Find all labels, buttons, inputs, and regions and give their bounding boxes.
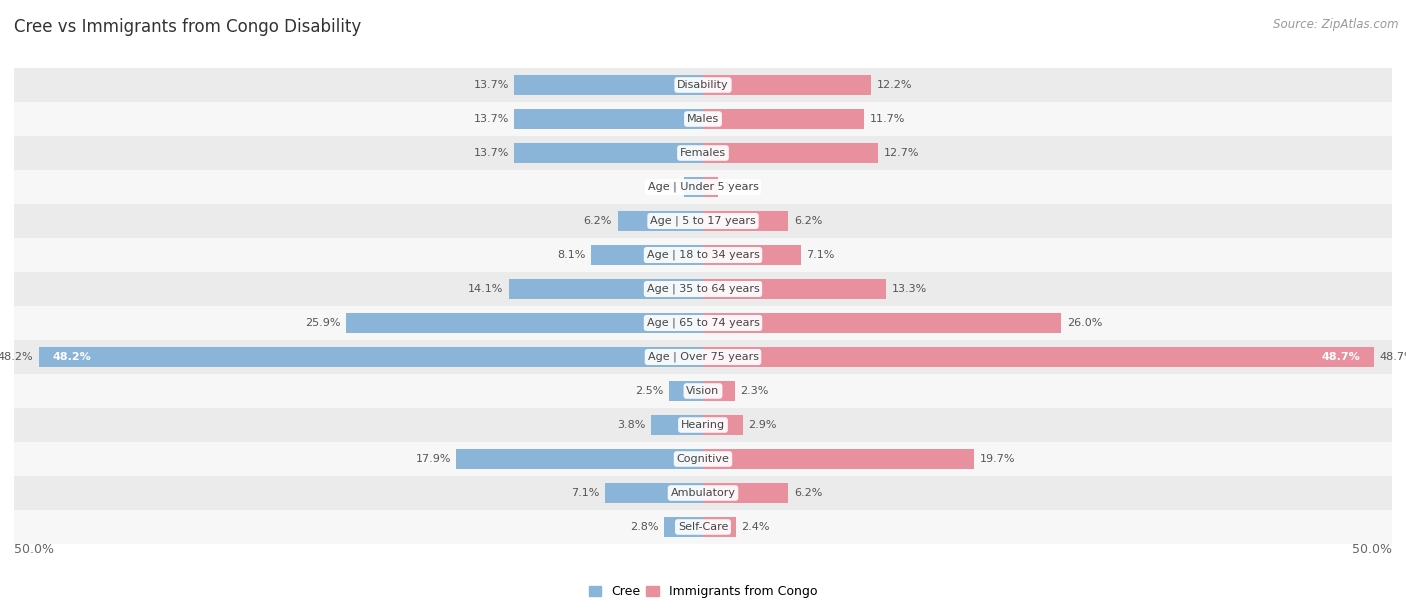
Text: 48.2%: 48.2% — [0, 352, 34, 362]
Text: Source: ZipAtlas.com: Source: ZipAtlas.com — [1274, 18, 1399, 31]
Bar — [703, 75, 872, 95]
Bar — [703, 381, 735, 401]
Bar — [703, 279, 886, 299]
Text: 7.1%: 7.1% — [571, 488, 599, 498]
Text: 17.9%: 17.9% — [415, 454, 451, 464]
Text: Cree vs Immigrants from Congo Disability: Cree vs Immigrants from Congo Disability — [14, 18, 361, 36]
Text: Age | 5 to 17 years: Age | 5 to 17 years — [650, 216, 756, 226]
Bar — [605, 483, 703, 503]
Text: 7.1%: 7.1% — [807, 250, 835, 260]
Text: 48.2%: 48.2% — [52, 352, 91, 362]
Text: 26.0%: 26.0% — [1067, 318, 1102, 328]
Bar — [515, 75, 703, 95]
Text: 8.1%: 8.1% — [558, 250, 586, 260]
Text: 2.5%: 2.5% — [634, 386, 664, 396]
Bar — [515, 109, 703, 129]
Bar — [14, 510, 1392, 544]
Text: 6.2%: 6.2% — [583, 216, 612, 226]
Text: 19.7%: 19.7% — [980, 454, 1015, 464]
Bar — [14, 68, 1392, 102]
Text: Cognitive: Cognitive — [676, 454, 730, 464]
Text: Age | 65 to 74 years: Age | 65 to 74 years — [647, 318, 759, 328]
Bar — [703, 313, 1062, 333]
Text: Ambulatory: Ambulatory — [671, 488, 735, 498]
Bar — [669, 381, 703, 401]
Text: 2.9%: 2.9% — [748, 420, 778, 430]
Bar — [592, 245, 703, 265]
Bar — [509, 279, 703, 299]
Bar — [703, 109, 865, 129]
Text: 13.7%: 13.7% — [474, 114, 509, 124]
Bar — [14, 102, 1392, 136]
Text: 2.3%: 2.3% — [740, 386, 769, 396]
Text: Age | Under 5 years: Age | Under 5 years — [648, 182, 758, 192]
Text: 13.7%: 13.7% — [474, 148, 509, 158]
Text: 2.8%: 2.8% — [630, 522, 659, 532]
Text: Hearing: Hearing — [681, 420, 725, 430]
Text: Males: Males — [688, 114, 718, 124]
Bar — [703, 449, 974, 469]
Bar — [703, 347, 1374, 367]
Text: 48.7%: 48.7% — [1322, 352, 1360, 362]
Text: 6.2%: 6.2% — [794, 216, 823, 226]
Text: 2.4%: 2.4% — [741, 522, 770, 532]
Bar — [703, 415, 742, 435]
Bar — [14, 136, 1392, 170]
Text: Age | 18 to 34 years: Age | 18 to 34 years — [647, 250, 759, 260]
Text: Age | 35 to 64 years: Age | 35 to 64 years — [647, 284, 759, 294]
Bar — [515, 143, 703, 163]
Bar — [703, 517, 737, 537]
Bar — [703, 177, 718, 197]
Text: 50.0%: 50.0% — [14, 543, 53, 556]
Bar — [14, 170, 1392, 204]
Bar — [703, 245, 801, 265]
Text: 3.8%: 3.8% — [617, 420, 645, 430]
Bar — [14, 374, 1392, 408]
Bar — [457, 449, 703, 469]
Bar — [14, 306, 1392, 340]
Text: 13.7%: 13.7% — [474, 80, 509, 90]
Bar — [39, 347, 703, 367]
Text: Disability: Disability — [678, 80, 728, 90]
Text: Vision: Vision — [686, 386, 720, 396]
Bar — [14, 408, 1392, 442]
Bar — [703, 143, 877, 163]
Bar — [617, 211, 703, 231]
Bar — [703, 483, 789, 503]
Text: 48.7%: 48.7% — [1379, 352, 1406, 362]
Legend: Cree, Immigrants from Congo: Cree, Immigrants from Congo — [583, 580, 823, 603]
Bar — [14, 272, 1392, 306]
Bar — [683, 177, 703, 197]
Bar — [14, 476, 1392, 510]
Text: 11.7%: 11.7% — [870, 114, 905, 124]
Bar — [14, 442, 1392, 476]
Text: 25.9%: 25.9% — [305, 318, 340, 328]
Text: Females: Females — [681, 148, 725, 158]
Text: 12.2%: 12.2% — [876, 80, 912, 90]
Text: 50.0%: 50.0% — [1353, 543, 1392, 556]
Bar — [14, 340, 1392, 374]
Text: 14.1%: 14.1% — [468, 284, 503, 294]
Text: 1.1%: 1.1% — [724, 182, 752, 192]
Bar — [14, 238, 1392, 272]
Text: 12.7%: 12.7% — [883, 148, 920, 158]
Text: Age | Over 75 years: Age | Over 75 years — [648, 352, 758, 362]
Bar — [14, 204, 1392, 238]
Bar — [346, 313, 703, 333]
Text: Self-Care: Self-Care — [678, 522, 728, 532]
Text: 6.2%: 6.2% — [794, 488, 823, 498]
Bar — [651, 415, 703, 435]
Text: 13.3%: 13.3% — [891, 284, 927, 294]
Text: 1.4%: 1.4% — [650, 182, 678, 192]
Bar — [665, 517, 703, 537]
Bar — [703, 211, 789, 231]
